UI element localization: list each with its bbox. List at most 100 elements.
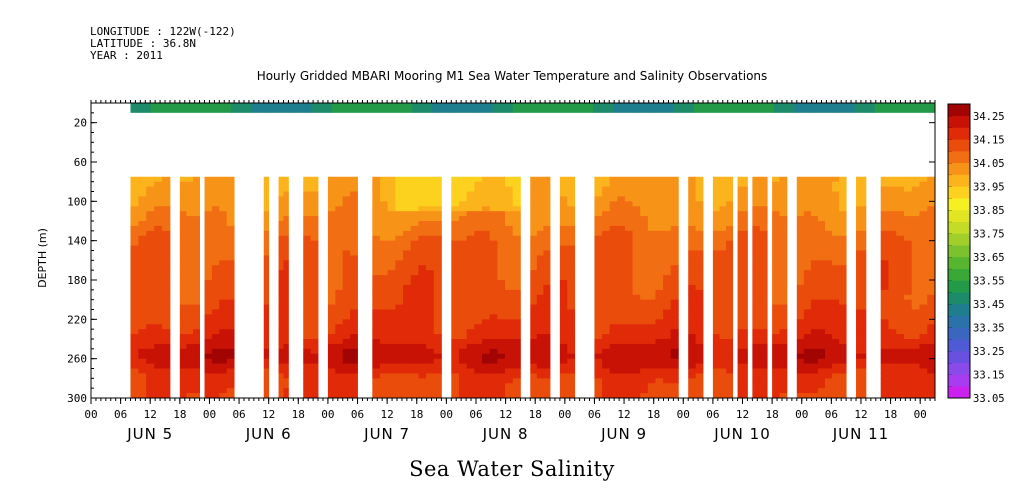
salinity-cell: [154, 309, 163, 315]
salinity-cell: [825, 343, 833, 350]
salinity-cell: [695, 314, 704, 320]
salinity-cell: [543, 255, 551, 261]
salinity-cell: [482, 289, 491, 296]
salinity-cell: [466, 196, 475, 202]
salinity-cell: [594, 176, 603, 183]
salinity-cell: [803, 216, 812, 222]
salinity-cell: [911, 265, 920, 271]
salinity-cell: [303, 230, 312, 237]
salinity-cell: [903, 378, 913, 384]
salinity-cell: [817, 304, 826, 310]
salinity-cell: [278, 260, 284, 266]
salinity-cell: [609, 206, 618, 212]
salinity-cell: [505, 196, 514, 202]
x-tick-label: 06: [706, 408, 719, 421]
salinity-cell: [204, 289, 213, 296]
salinity-cell: [880, 348, 889, 355]
salinity-cell: [817, 284, 826, 291]
salinity-cell: [342, 280, 351, 286]
salinity-cell: [433, 176, 442, 183]
salinity-cell: [810, 319, 819, 325]
surface-band-cell: [251, 103, 272, 113]
salinity-cell: [342, 176, 351, 183]
salinity-cell: [474, 329, 483, 335]
salinity-cell: [726, 368, 734, 374]
salinity-cell: [810, 314, 819, 320]
salinity-cell: [489, 245, 498, 251]
salinity-cell: [433, 334, 442, 340]
salinity-cell: [418, 388, 427, 394]
salinity-cell: [640, 363, 649, 369]
salinity-cell: [670, 235, 679, 242]
salinity-cell: [426, 250, 435, 256]
salinity-cell: [395, 393, 404, 399]
salinity-cell: [179, 260, 187, 266]
salinity-cell: [193, 329, 200, 335]
salinity-cell: [617, 186, 626, 192]
salinity-cell: [810, 353, 819, 360]
salinity-cell: [839, 284, 847, 291]
salinity-cell: [433, 358, 442, 364]
salinity-cell: [433, 255, 442, 261]
salinity-cell: [536, 181, 544, 187]
salinity-cell: [278, 255, 284, 261]
surface-band-cell: [150, 103, 172, 113]
salinity-cell: [130, 270, 139, 276]
surface-band-cell: [854, 103, 876, 113]
salinity-cell: [647, 245, 656, 251]
salinity-cell: [888, 363, 897, 369]
salinity-cell: [888, 230, 897, 237]
salinity-cell: [179, 368, 187, 374]
salinity-cell: [712, 206, 720, 212]
salinity-cell: [927, 230, 936, 237]
salinity-cell: [647, 221, 656, 227]
salinity-cell: [327, 181, 336, 187]
salinity-cell: [896, 393, 905, 399]
salinity-cell: [395, 314, 404, 320]
salinity-cell: [559, 230, 568, 237]
salinity-cell: [752, 319, 761, 325]
salinity-cell: [559, 186, 568, 192]
salinity-cell: [856, 324, 867, 330]
salinity-cell: [647, 265, 656, 271]
salinity-cell: [567, 265, 576, 271]
salinity-cell: [624, 216, 633, 222]
salinity-cell: [911, 196, 920, 202]
salinity-cell: [594, 378, 603, 384]
salinity-cell: [779, 363, 788, 369]
salinity-cell: [426, 309, 435, 315]
salinity-cell: [602, 348, 611, 355]
salinity-cell: [179, 221, 187, 227]
salinity-cell: [543, 284, 551, 291]
salinity-cell: [896, 201, 905, 207]
salinity-cell: [219, 275, 228, 281]
salinity-cell: [663, 225, 672, 232]
salinity-cell: [146, 309, 155, 315]
salinity-cell: [310, 221, 319, 227]
salinity-cell: [278, 181, 284, 187]
salinity-cell: [712, 186, 720, 192]
salinity-cell: [512, 299, 521, 305]
salinity-cell: [327, 319, 336, 325]
salinity-cell: [712, 383, 720, 389]
salinity-cell: [602, 235, 611, 242]
salinity-cell: [903, 348, 913, 355]
salinity-cell: [474, 230, 483, 237]
salinity-cell: [283, 255, 289, 261]
salinity-cell: [263, 334, 270, 340]
salinity-cell: [832, 339, 840, 345]
salinity-cell: [466, 314, 475, 320]
salinity-cell: [617, 196, 626, 202]
salinity-cell: [825, 206, 833, 212]
salinity-cell: [530, 329, 538, 335]
salinity-cell: [410, 289, 419, 296]
salinity-cell: [451, 186, 460, 192]
salinity-cell: [426, 373, 435, 379]
salinity-cell: [211, 240, 220, 246]
salinity-cell: [779, 334, 788, 340]
salinity-cell: [418, 260, 427, 266]
salinity-cell: [327, 324, 336, 330]
salinity-cell: [263, 329, 270, 335]
salinity-cell: [226, 255, 235, 261]
salinity-cell: [617, 304, 626, 310]
